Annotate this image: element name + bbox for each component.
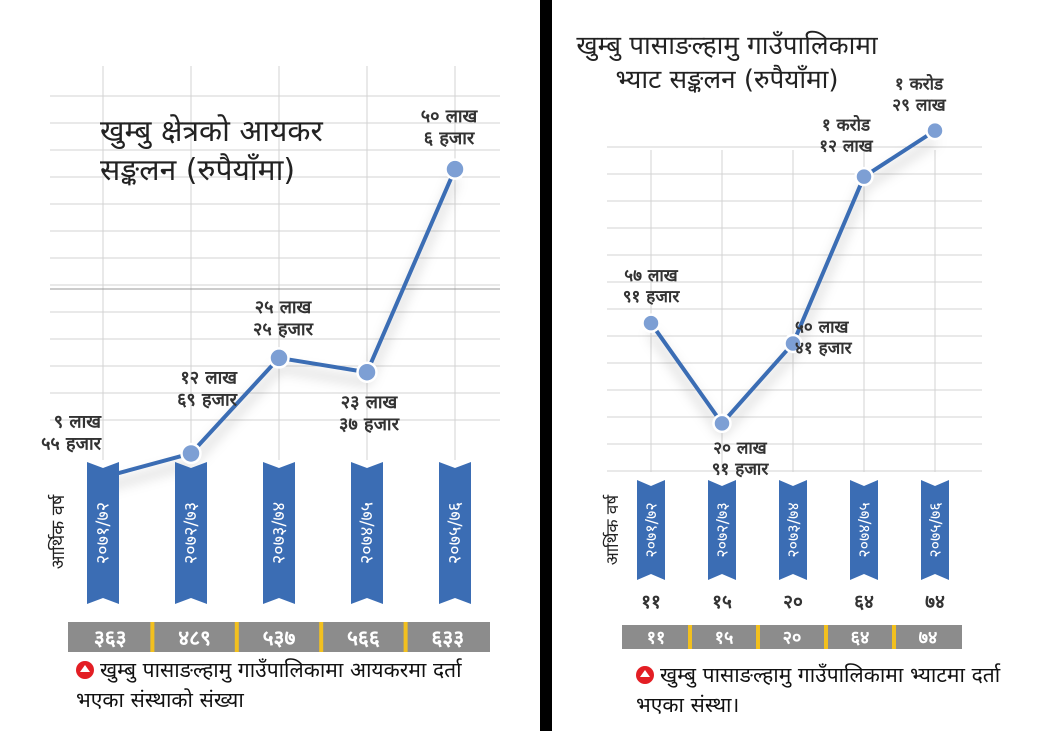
data-label: ५७ लाख [624,266,679,286]
data-label: ३७ हजार [339,414,400,435]
category-tag [637,480,665,580]
category-tag [708,480,736,580]
data-point [854,166,874,187]
count-label: ७४ [925,591,945,613]
right-note-text: खुम्बु पासाङल्हामु गाउँपालिकामा भ्याटमा … [636,663,1001,718]
bar-value: ४८९ [178,626,211,650]
category-label: २०७५/७६ [926,502,945,557]
category-tag [175,462,207,604]
right-chart-title: खुम्बु पासाङल्हामु गाउँपालिकामा भ्याट सङ… [576,31,878,95]
category-label: २०७४/७५ [357,502,378,564]
left-note-text: खुम्बु पासाङल्हामु गाउँपालिकामा आयकरमा द… [76,658,462,713]
category-tag [850,480,878,580]
right-chart-panel: ५७ लाख ९१ हजार २० लाख ९१ हजार ५० लाख ४१ हजार १… [552,0,1050,731]
data-label: २५ हजार [253,319,314,340]
x-axis-title: आर्थिक वर्ष [47,494,69,570]
data-point [180,442,202,465]
bar-value: ५३७ [263,626,296,650]
data-label: २० लाख [713,438,768,458]
category-tag [921,480,949,580]
data-point [783,333,803,354]
category-label: २०७२/७३ [713,502,732,557]
data-label: १२ लाख [180,367,238,388]
category-label: २०७४/७५ [855,502,874,557]
category-tag [87,462,119,604]
bar-separator [688,625,692,649]
right-chart-svg: ५७ लाख९१ हजार२० लाख९१ हजार५० लाख४१ हजार१… [602,74,982,649]
data-label: १२ लाख [819,137,874,157]
data-point [925,120,945,141]
panel-divider [540,0,552,731]
data-label: २३ लाख [341,392,399,413]
x-axis-title: आर्थिक वर्ष [602,494,623,566]
data-point [712,413,732,434]
left-chart-svg: ९ लाख५५ हजार १२ लाख६९ हजार २५ लाख२५ हजार २३… [41,66,500,652]
data-label: १ करोड [822,115,871,136]
bar-value: १५ [715,628,734,649]
data-label: ६९ हजार [177,389,238,410]
bar-separator [756,625,760,649]
data-point [356,361,378,383]
data-label: २५ लाख [255,297,313,318]
bar-separator [403,622,408,652]
left-chart-title: खुम्बु क्षेत्रको आयकर सङ्कलन (रुपैयाँमा) [100,114,323,188]
data-point [444,158,466,180]
bar-separator [150,622,155,652]
left-chart-note: खुम्बु पासाङल्हामु गाउँपालिकामा आयकरमा द… [76,655,516,716]
left-chart-panel: ९ लाख ५५ हजार १२ लाख ६९ हजार २५ लाख २५ हजार २३… [41,66,516,716]
bar-separator [319,622,324,652]
bar-separator [824,625,828,649]
bar-separator [234,622,239,652]
data-label: १ करोड [895,74,944,95]
category-label: २०७५/७६ [445,502,466,564]
data-label: ९ लाख [54,411,102,432]
triangle-up-icon [76,661,94,679]
data-label: ५० लाख [795,317,850,337]
data-point [641,313,661,333]
data-label: २९ लाख [892,96,947,116]
data-label: ९१ हजार [712,459,770,479]
count-label: १५ [712,591,732,613]
category-tag [779,480,807,580]
count-label: २० [783,591,803,613]
bar-value: ६३३ [431,626,464,650]
bar-value: ३६३ [94,626,127,650]
data-label: ९१ हजार [623,287,681,307]
right-chart-note: खुम्बु पासाङल्हामु गाउँपालिकामा भ्याटमा … [636,660,1036,721]
bottom-bar [622,625,962,649]
data-label: ५० लाख [421,106,479,127]
bar-value: २० [783,628,802,649]
bottom-bar [68,622,490,652]
bar-value: ५६६ [347,626,380,650]
category-label: २०७३/७४ [784,502,803,557]
category-tag [351,462,383,604]
count-label: ११ [641,591,661,613]
bar-separator [892,625,896,649]
data-point [268,347,290,369]
category-tag [439,462,471,604]
data-label: ५५ हजार [41,433,102,454]
bar-value: ६४ [851,628,870,649]
count-label: ६४ [854,591,874,613]
category-label: २०७१/७२ [93,502,114,564]
category-label: २०७३/७४ [269,502,290,564]
bar-value: ११ [647,628,666,649]
bar-value: ७४ [919,628,938,649]
category-label: २०७२/७३ [181,502,202,564]
data-label: ४१ हजार [795,338,853,358]
data-label: ६ हजार [424,128,475,149]
category-label: २०७१/७२ [642,502,661,557]
category-tag [263,462,295,604]
triangle-up-icon [636,666,654,684]
